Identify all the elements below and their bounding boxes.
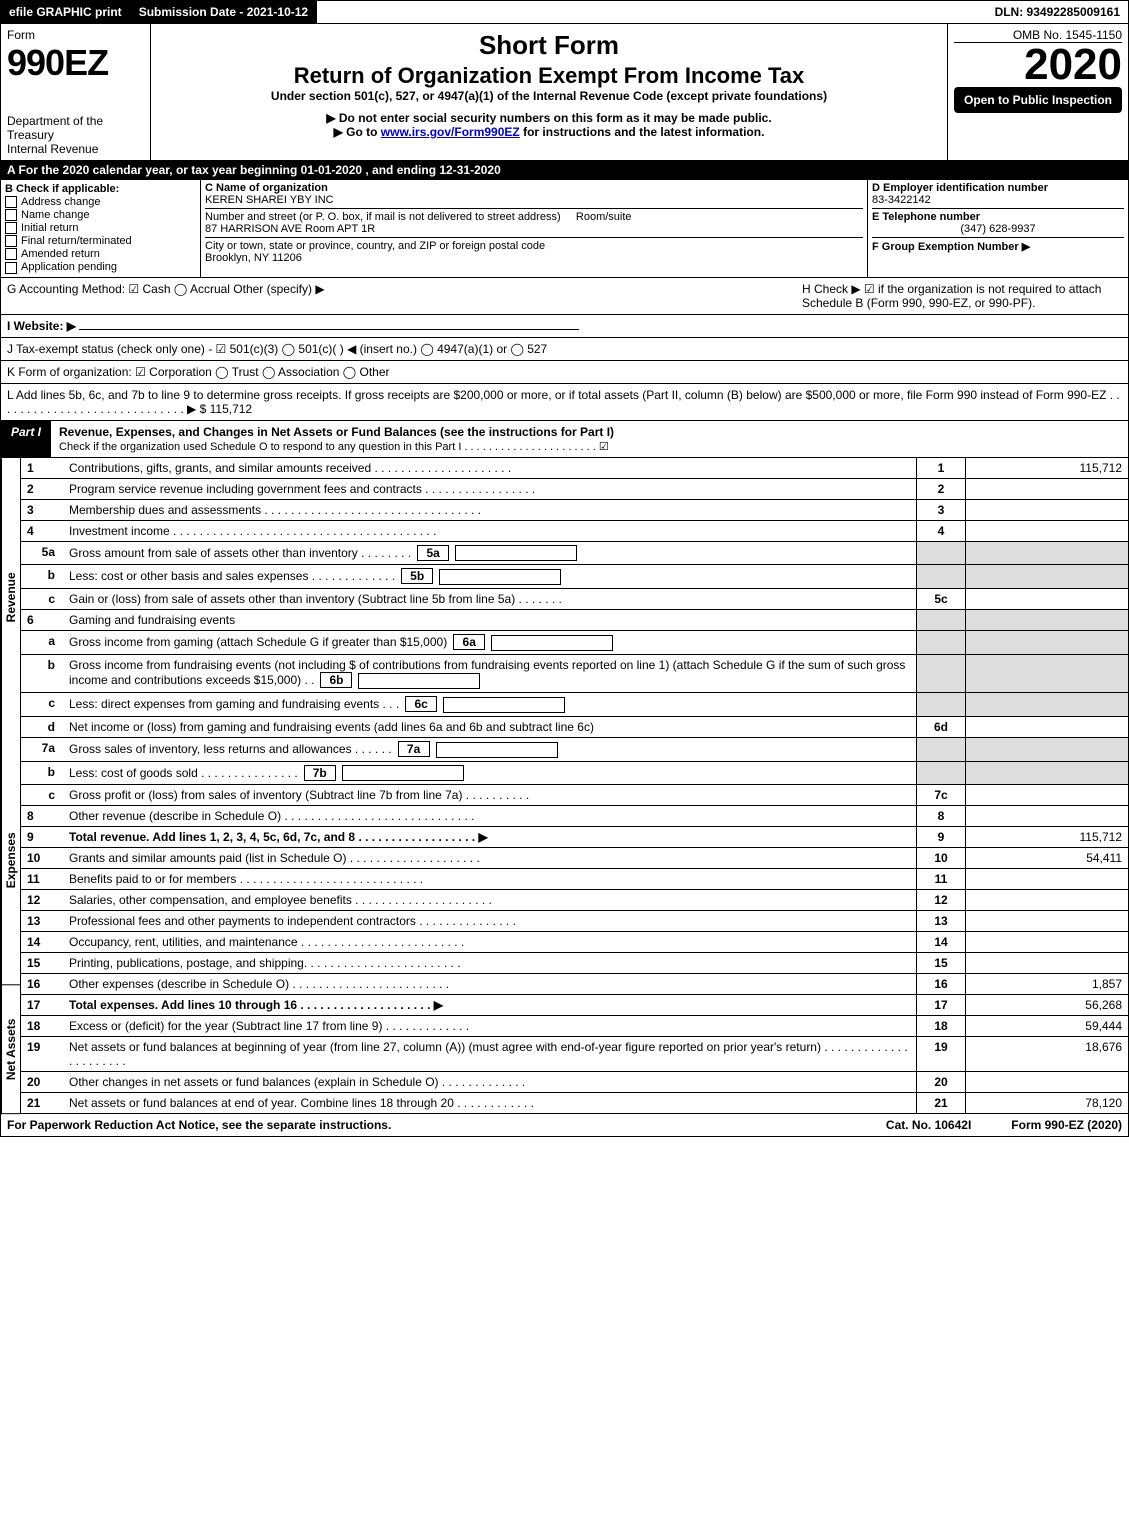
- g-accounting-method: G Accounting Method: ☑ Cash ◯ Accrual Ot…: [7, 282, 802, 310]
- go-to-suffix: for instructions and the latest informat…: [520, 125, 765, 139]
- org-city: Brooklyn, NY 11206: [205, 252, 863, 264]
- line-5a: 5aGross amount from sale of assets other…: [21, 541, 1129, 565]
- info-grid: B Check if applicable: Address change Na…: [0, 180, 1129, 278]
- e-label: E Telephone number: [872, 211, 1124, 223]
- addr-label: Number and street (or P. O. box, if mail…: [205, 211, 561, 223]
- tax-year: 2020: [954, 43, 1122, 87]
- form-number: 990EZ: [7, 42, 144, 84]
- side-label-revenue: Revenue: [1, 458, 20, 736]
- cb-application-pending[interactable]: Application pending: [5, 261, 196, 273]
- org-name: KEREN SHAREI YBY INC: [205, 194, 863, 206]
- open-public-badge: Open to Public Inspection: [954, 87, 1122, 113]
- d-label: D Employer identification number: [872, 182, 1124, 194]
- part-1-check-note: Check if the organization used Schedule …: [59, 441, 609, 453]
- line-13: 13Professional fees and other payments t…: [21, 911, 1129, 932]
- cb-address-change[interactable]: Address change: [5, 196, 196, 208]
- line-6a: aGross income from gaming (attach Schedu…: [21, 631, 1129, 655]
- line-10: 10Grants and similar amounts paid (list …: [21, 848, 1129, 869]
- footer-bar: For Paperwork Reduction Act Notice, see …: [0, 1114, 1129, 1137]
- phone: (347) 628-9937: [872, 223, 1124, 235]
- line-7a: 7aGross sales of inventory, less returns…: [21, 737, 1129, 761]
- line-9: 9Total revenue. Add lines 1, 2, 3, 4, 5c…: [21, 827, 1129, 848]
- line-15: 15Printing, publications, postage, and s…: [21, 953, 1129, 974]
- line-11: 11Benefits paid to or for members . . . …: [21, 869, 1129, 890]
- do-not-enter-note: ▶ Do not enter social security numbers o…: [157, 111, 941, 125]
- cb-amended-return[interactable]: Amended return: [5, 248, 196, 260]
- line-6d: dNet income or (loss) from gaming and fu…: [21, 716, 1129, 737]
- row-g-h: G Accounting Method: ☑ Cash ◯ Accrual Ot…: [0, 278, 1129, 315]
- return-title: Return of Organization Exempt From Incom…: [157, 63, 941, 89]
- section-b: B Check if applicable: Address change Na…: [1, 180, 201, 277]
- go-to-link-row: ▶ Go to www.irs.gov/Form990EZ for instru…: [157, 125, 941, 139]
- part-1-title: Revenue, Expenses, and Changes in Net As…: [51, 421, 1128, 457]
- part-1-label: Part I: [1, 421, 51, 457]
- line-7c: cGross profit or (loss) from sales of in…: [21, 785, 1129, 806]
- f-label: F Group Exemption Number ▶: [872, 240, 1124, 253]
- section-def: D Employer identification number 83-3422…: [868, 180, 1128, 277]
- row-j-tax-exempt: J Tax-exempt status (check only one) - ☑…: [0, 338, 1129, 361]
- line-12: 12Salaries, other compensation, and empl…: [21, 890, 1129, 911]
- line-3: 3Membership dues and assessments . . . .…: [21, 499, 1129, 520]
- cat-no: Cat. No. 10642I: [886, 1118, 971, 1132]
- org-address: 87 HARRISON AVE Room APT 1R: [205, 223, 863, 235]
- go-to-prefix: ▶ Go to: [334, 125, 381, 139]
- under-section: Under section 501(c), 527, or 4947(a)(1)…: [157, 89, 941, 103]
- top-bar: efile GRAPHIC print Submission Date - 20…: [0, 0, 1129, 24]
- h-schedule-b: H Check ▶ ☑ if the organization is not r…: [802, 282, 1122, 310]
- dept-treasury: Department of the Treasury: [7, 114, 144, 142]
- line-7b: bLess: cost of goods sold . . . . . . . …: [21, 761, 1129, 785]
- ein: 83-3422142: [872, 194, 1124, 206]
- line-1: 1Contributions, gifts, grants, and simil…: [21, 458, 1129, 479]
- row-l-gross-receipts: L Add lines 5b, 6c, and 7b to line 9 to …: [0, 384, 1129, 421]
- section-b-label: B Check if applicable:: [5, 183, 196, 195]
- cb-final-return[interactable]: Final return/terminated: [5, 235, 196, 247]
- c-label: C Name of organization: [205, 182, 863, 194]
- form-left-col: Form 990EZ Department of the Treasury In…: [1, 24, 151, 160]
- line-2: 2Program service revenue including gover…: [21, 478, 1129, 499]
- line-4: 4Investment income . . . . . . . . . . .…: [21, 520, 1129, 541]
- cb-initial-return[interactable]: Initial return: [5, 222, 196, 234]
- side-label-expenses: Expenses: [1, 736, 20, 985]
- row-k-form-org: K Form of organization: ☑ Corporation ◯ …: [0, 361, 1129, 384]
- form-footer-number: Form 990-EZ (2020): [1011, 1118, 1122, 1132]
- line-6c: cLess: direct expenses from gaming and f…: [21, 692, 1129, 716]
- part-1-header: Part I Revenue, Expenses, and Changes in…: [0, 421, 1129, 458]
- line-17: 17Total expenses. Add lines 10 through 1…: [21, 995, 1129, 1016]
- line-21: 21Net assets or fund balances at end of …: [21, 1093, 1129, 1114]
- row-i-website: I Website: ▶: [0, 315, 1129, 338]
- form-right-col: OMB No. 1545-1150 2020 Open to Public In…: [948, 24, 1128, 160]
- room-label: Room/suite: [576, 211, 632, 223]
- line-5b: bLess: cost or other basis and sales exp…: [21, 565, 1129, 589]
- form-center-col: Short Form Return of Organization Exempt…: [151, 24, 948, 160]
- section-a-row: A For the 2020 calendar year, or tax yea…: [0, 161, 1129, 180]
- section-c: C Name of organization KEREN SHAREI YBY …: [201, 180, 868, 277]
- line-6b: bGross income from fundraising events (n…: [21, 655, 1129, 693]
- short-form-title: Short Form: [157, 30, 941, 61]
- cb-name-change[interactable]: Name change: [5, 209, 196, 221]
- line-6: 6Gaming and fundraising events: [21, 610, 1129, 631]
- efile-print-label[interactable]: efile GRAPHIC print: [1, 1, 131, 23]
- dln-number: DLN: 93492285009161: [987, 1, 1128, 23]
- line-14: 14Occupancy, rent, utilities, and mainte…: [21, 932, 1129, 953]
- internal-revenue: Internal Revenue: [7, 142, 144, 156]
- line-19: 19Net assets or fund balances at beginni…: [21, 1037, 1129, 1072]
- paperwork-notice: For Paperwork Reduction Act Notice, see …: [7, 1118, 391, 1132]
- submission-date: Submission Date - 2021-10-12: [131, 1, 317, 23]
- lines-table: 1Contributions, gifts, grants, and simil…: [20, 458, 1129, 1115]
- line-18: 18Excess or (deficit) for the year (Subt…: [21, 1016, 1129, 1037]
- line-5c: cGain or (loss) from sale of assets othe…: [21, 589, 1129, 610]
- form-label: Form: [7, 28, 144, 42]
- irs-link[interactable]: www.irs.gov/Form990EZ: [381, 125, 520, 139]
- side-label-net-assets: Net Assets: [1, 985, 20, 1114]
- line-8: 8Other revenue (describe in Schedule O) …: [21, 806, 1129, 827]
- line-20: 20Other changes in net assets or fund ba…: [21, 1072, 1129, 1093]
- form-header: Form 990EZ Department of the Treasury In…: [0, 24, 1129, 161]
- city-label: City or town, state or province, country…: [205, 240, 863, 252]
- line-16: 16Other expenses (describe in Schedule O…: [21, 974, 1129, 995]
